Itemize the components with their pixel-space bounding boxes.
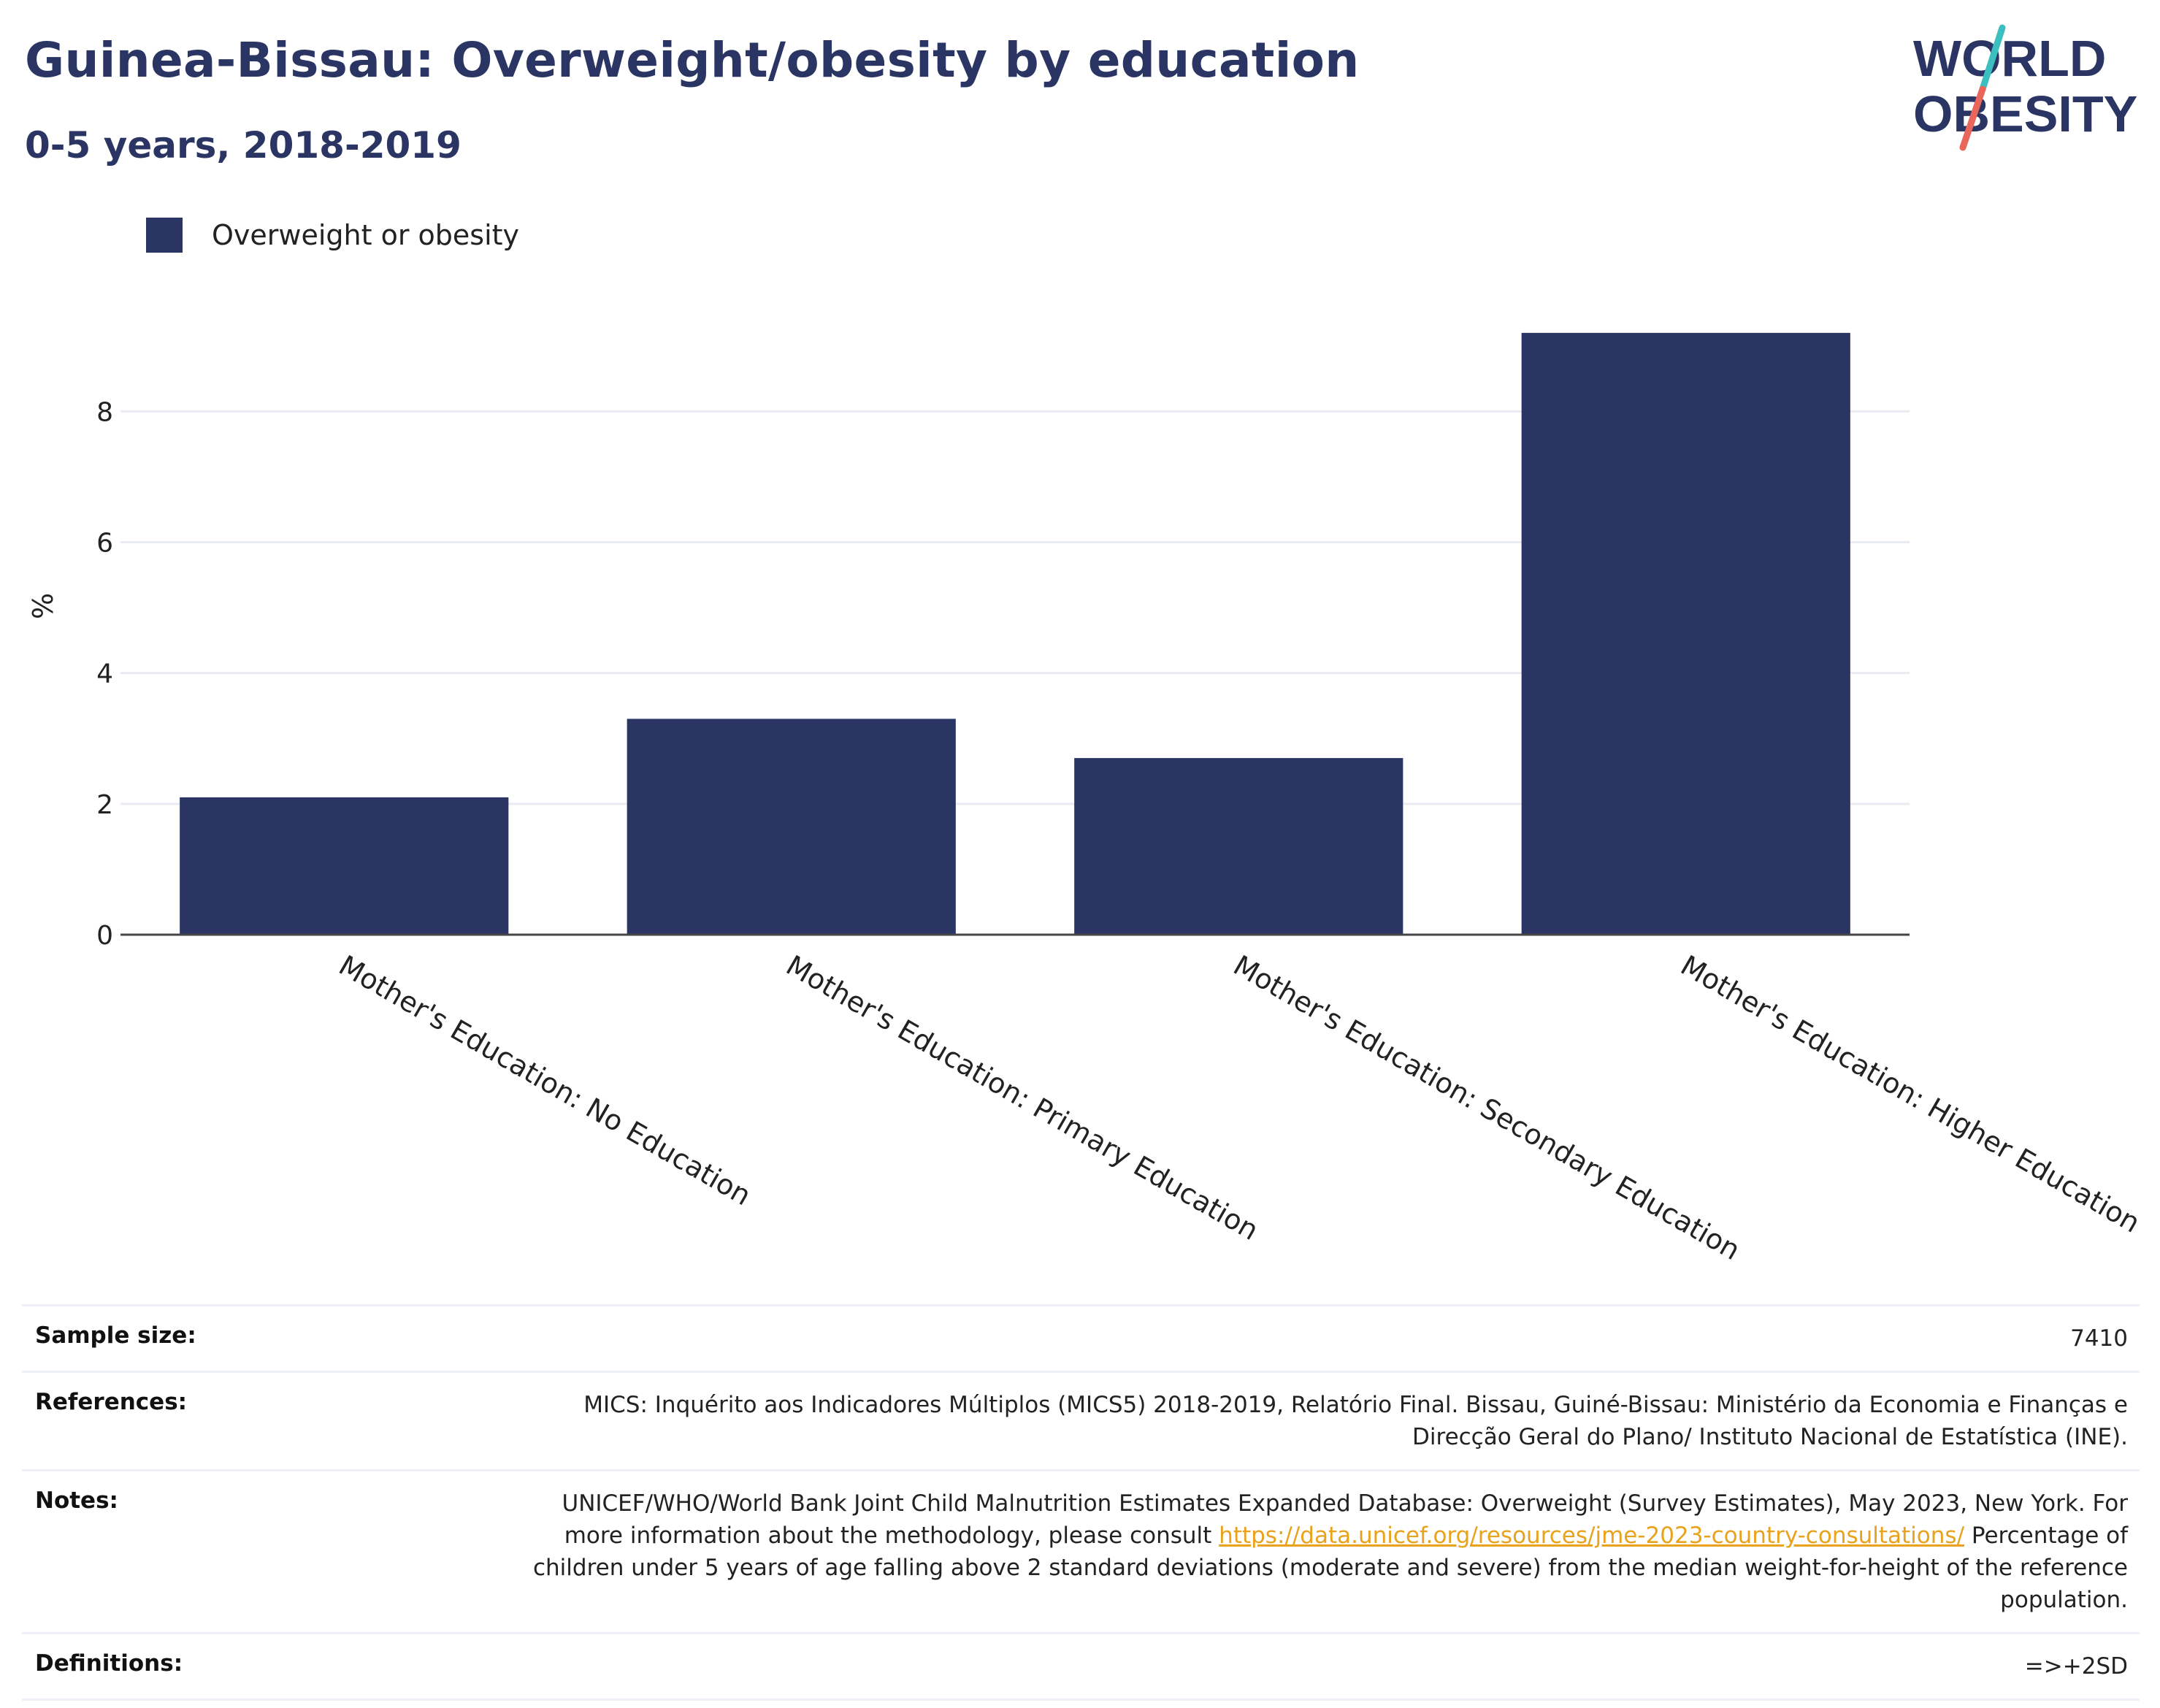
x-tick-label-3: Mother's Education: Secondary Education <box>1228 949 1746 1267</box>
legend: Overweight or obesity <box>146 218 519 253</box>
y-tick-label-8: 8 <box>96 397 113 427</box>
sample-size-label: Sample size: <box>35 1322 196 1349</box>
chart-title: Guinea-Bissau: Overweight/obesity by edu… <box>25 32 1360 88</box>
definitions-label: Definitions: <box>35 1650 183 1677</box>
y-tick-label-6: 6 <box>96 529 113 559</box>
y-tick-label-0: 0 <box>96 921 113 951</box>
logo-line-2: OBESITY <box>1913 85 2137 142</box>
logo-line-1: WORLD <box>1913 30 2106 87</box>
notes-label: Notes: <box>35 1487 118 1514</box>
world-obesity-logo: WORLD OBESITY <box>1913 24 2137 151</box>
info-table: Sample size: 7410 References: MICS: Inqu… <box>22 1304 2140 1701</box>
notes-value: UNICEF/WHO/World Bank Joint Child Malnut… <box>521 1487 2128 1616</box>
chart-subtitle: 0-5 years, 2018-2019 <box>25 124 462 166</box>
logo-slash-coral <box>1959 85 1986 151</box>
sample-size-value: 7410 <box>2070 1325 2128 1352</box>
x-tick-label-4: Mother's Education: Higher Education <box>1675 949 2145 1239</box>
bar-2 <box>627 719 956 935</box>
references-label: References: <box>35 1389 188 1415</box>
notes-text-1: UNICEF/WHO/World Bank Joint Child Malnut… <box>562 1490 2129 1549</box>
notes-link[interactable]: https://data.unicef.org/resources/jme-20… <box>1219 1523 1965 1549</box>
x-tick-label-1: Mother's Education: No Education <box>334 949 757 1212</box>
logo-slash-teal <box>1979 24 2006 93</box>
legend-label: Overweight or obesity <box>212 219 520 251</box>
notes-text-2: Percentage of children under 5 years of … <box>532 1523 2128 1613</box>
bar-3 <box>1074 758 1403 935</box>
info-row-references: References: MICS: Inquérito aos Indicado… <box>22 1371 2140 1469</box>
y-tick-label-2: 2 <box>96 790 113 820</box>
legend-swatch <box>146 218 183 253</box>
bar-1 <box>180 797 509 935</box>
info-row-definitions: Definitions: =>+2SD <box>22 1632 2140 1701</box>
references-value: MICS: Inquérito aos Indicadores Múltiplo… <box>583 1392 2128 1450</box>
y-axis-label: % <box>27 593 59 619</box>
x-tick-label-2: Mother's Education: Primary Education <box>781 949 1264 1246</box>
info-row-notes: Notes: UNICEF/WHO/World Bank Joint Child… <box>22 1469 2140 1632</box>
definitions-value: =>+2SD <box>2024 1653 2128 1680</box>
y-tick-label-4: 4 <box>96 659 113 689</box>
bar-4 <box>1521 332 1850 935</box>
info-row-sample-size: Sample size: 7410 <box>22 1304 2140 1371</box>
